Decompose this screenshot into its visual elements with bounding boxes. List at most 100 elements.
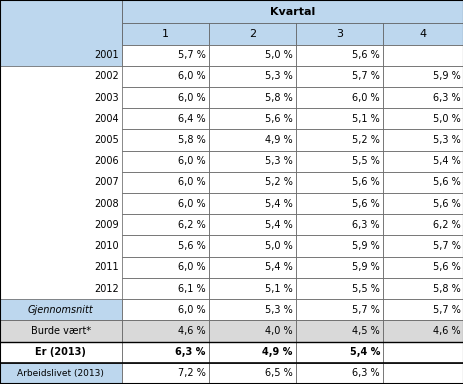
Bar <box>121 363 208 384</box>
Bar <box>295 23 382 45</box>
Text: 5,0 %: 5,0 % <box>264 241 292 251</box>
Text: 4,6 %: 4,6 % <box>432 326 460 336</box>
Text: 6,3 %: 6,3 % <box>432 93 460 103</box>
Text: 5,3 %: 5,3 % <box>264 305 292 315</box>
Bar <box>382 151 463 172</box>
Bar <box>208 129 295 151</box>
Bar <box>295 66 382 87</box>
Text: 5,6 %: 5,6 % <box>432 199 460 209</box>
Bar <box>121 151 208 172</box>
Bar <box>208 278 295 299</box>
Text: 5,0 %: 5,0 % <box>432 114 460 124</box>
Bar <box>382 363 463 384</box>
Bar <box>0 299 121 320</box>
Bar <box>295 172 382 193</box>
Text: 4: 4 <box>419 29 426 39</box>
Text: 2005: 2005 <box>94 135 119 145</box>
Bar <box>295 214 382 235</box>
Bar <box>295 45 382 66</box>
Text: 4,0 %: 4,0 % <box>265 326 292 336</box>
Bar <box>0 342 121 363</box>
Bar <box>382 172 463 193</box>
Bar <box>121 129 208 151</box>
Bar <box>208 320 295 342</box>
Bar <box>382 108 463 129</box>
Bar <box>0 0 121 23</box>
Text: 2: 2 <box>248 29 255 39</box>
Bar <box>121 193 208 214</box>
Text: 5,3 %: 5,3 % <box>432 135 460 145</box>
Text: 6,3 %: 6,3 % <box>175 347 205 357</box>
Text: 5,1 %: 5,1 % <box>264 283 292 293</box>
Text: 6,5 %: 6,5 % <box>264 368 292 378</box>
Bar <box>208 299 295 320</box>
Bar <box>121 214 208 235</box>
Bar <box>382 66 463 87</box>
Bar <box>121 108 208 129</box>
Bar <box>208 235 295 257</box>
Bar <box>208 45 295 66</box>
Text: 4,9 %: 4,9 % <box>265 135 292 145</box>
Text: 5,2 %: 5,2 % <box>264 177 292 187</box>
Text: 5,6 %: 5,6 % <box>351 199 379 209</box>
Text: 4,9 %: 4,9 % <box>262 347 292 357</box>
Text: 5,3 %: 5,3 % <box>264 71 292 81</box>
Bar <box>295 320 382 342</box>
Bar <box>208 257 295 278</box>
Bar <box>0 0 121 66</box>
Bar <box>382 342 463 363</box>
Text: 6,3 %: 6,3 % <box>351 220 379 230</box>
Text: 2007: 2007 <box>94 177 119 187</box>
Bar <box>208 108 295 129</box>
Bar <box>295 129 382 151</box>
Text: Burde vært*: Burde vært* <box>31 326 91 336</box>
Bar <box>295 108 382 129</box>
Text: Kvartal: Kvartal <box>269 7 315 17</box>
Text: 6,0 %: 6,0 % <box>178 199 205 209</box>
Text: 5,6 %: 5,6 % <box>351 50 379 60</box>
Text: 6,0 %: 6,0 % <box>178 71 205 81</box>
Bar <box>121 299 208 320</box>
Bar <box>295 363 382 384</box>
Bar <box>382 87 463 108</box>
Bar <box>208 23 295 45</box>
Text: 2002: 2002 <box>94 71 119 81</box>
Text: 5,7 %: 5,7 % <box>432 241 460 251</box>
Bar <box>121 235 208 257</box>
Text: Er (2013): Er (2013) <box>35 347 86 357</box>
Bar <box>382 235 463 257</box>
Bar <box>121 23 208 45</box>
Text: 5,9 %: 5,9 % <box>432 71 460 81</box>
Text: 5,4 %: 5,4 % <box>264 199 292 209</box>
Bar <box>0 23 121 45</box>
Bar <box>121 342 208 363</box>
Bar <box>382 278 463 299</box>
Text: 6,3 %: 6,3 % <box>351 368 379 378</box>
Text: 3: 3 <box>335 29 342 39</box>
Bar <box>0 320 121 342</box>
Text: 6,0 %: 6,0 % <box>178 93 205 103</box>
Bar <box>121 87 208 108</box>
Text: 5,8 %: 5,8 % <box>432 283 460 293</box>
Text: 6,1 %: 6,1 % <box>178 283 205 293</box>
Text: 5,1 %: 5,1 % <box>351 114 379 124</box>
Text: 2008: 2008 <box>94 199 119 209</box>
Text: 2004: 2004 <box>94 114 119 124</box>
Text: 5,8 %: 5,8 % <box>264 93 292 103</box>
Text: Arbeidslivet (2013): Arbeidslivet (2013) <box>17 369 104 378</box>
Bar <box>295 342 382 363</box>
Text: 5,7 %: 5,7 % <box>432 305 460 315</box>
Bar <box>295 257 382 278</box>
Text: Gjennomsnitt: Gjennomsnitt <box>28 305 94 315</box>
Text: 5,4 %: 5,4 % <box>432 156 460 166</box>
Bar <box>382 23 463 45</box>
Bar <box>121 0 463 23</box>
Bar <box>121 278 208 299</box>
Text: 6,0 %: 6,0 % <box>178 156 205 166</box>
Text: 2012: 2012 <box>94 283 119 293</box>
Text: 5,4 %: 5,4 % <box>264 262 292 272</box>
Text: 2001: 2001 <box>94 50 119 60</box>
Text: 4,6 %: 4,6 % <box>178 326 205 336</box>
Bar <box>382 299 463 320</box>
Bar <box>382 45 463 66</box>
